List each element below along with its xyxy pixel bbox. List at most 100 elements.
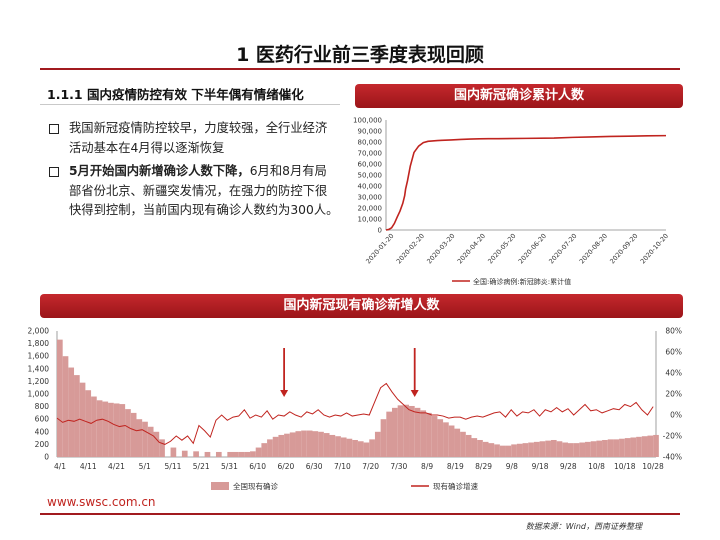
page-title: 1 医药行业前三季度表现回顾 (236, 44, 484, 66)
checkbox-bullet-icon (49, 124, 59, 134)
chart2-y-tick-label: 1,800 (28, 339, 50, 348)
chart2-bar (113, 403, 120, 457)
chart2-bar (85, 390, 92, 457)
chart1-legend-label: 全国:确诊病例:新冠肺炎:累计值 (473, 277, 571, 286)
bullet-text-2-rest: 6月和8月有局部省份北京、新疆突发情况，在强力的防控下很快得到控制，当前国内现有… (69, 164, 339, 217)
chart2-bar (340, 437, 347, 457)
chart2-bar (426, 412, 432, 457)
chart2-bar (335, 436, 341, 457)
chart2-bar (403, 404, 410, 457)
chart2-legend-line-label: 现有确诊增速 (433, 481, 478, 491)
chart2-bar (119, 404, 126, 457)
chart2-x-tick-label: 10/18 (614, 462, 636, 471)
chart2-x-tick-label: 6/30 (306, 462, 323, 471)
chart2-y-tick-label: 2,000 (28, 327, 50, 336)
chart2-bar (624, 438, 631, 457)
chart1-y-tick-label: 80,000 (358, 139, 383, 147)
chart2-bar (312, 431, 319, 457)
chart2-bar (448, 425, 455, 457)
chart1-y-tick-label: 30,000 (358, 194, 383, 202)
chart2-banner: 国内新冠现有确诊新增人数 (40, 294, 683, 318)
chart2-legend-bar-label: 全国现有确诊 (233, 481, 278, 491)
chart2-bar (539, 441, 546, 457)
chart2-bar (352, 439, 358, 457)
chart2-bar (318, 431, 324, 457)
chart2-y2-tick-label: 40% (665, 369, 682, 378)
chart2-x-tick-label: 10/8 (588, 462, 605, 471)
chart2-bar (437, 419, 444, 457)
chart2-x-tick-label: 7/30 (390, 462, 407, 471)
chart2-y-tick-label: 400 (35, 427, 50, 436)
chart2-y2-tick-label: -20% (663, 432, 682, 441)
chart2-bar (204, 451, 211, 457)
chart2-x-tick-label: 10/28 (642, 462, 664, 471)
chart1-banner: 国内新冠确诊累计人数 (355, 84, 683, 108)
chart2-bar (550, 439, 557, 457)
chart1-y-tick-label: 10,000 (358, 216, 383, 224)
chart2-bar (289, 432, 296, 457)
chart2-y-tick-label: 1,600 (28, 352, 50, 361)
chart2-bar (62, 356, 69, 457)
chart2-x-tick-label: 8/29 (475, 462, 492, 471)
chart2-bar (511, 444, 517, 457)
chart2-y-tick-label: 1,200 (28, 377, 50, 386)
chart2-bar (420, 410, 427, 457)
chart2-x-tick-label: 9/28 (560, 462, 577, 471)
chart2-bar (125, 409, 131, 457)
checkbox-bullet-icon (49, 167, 59, 177)
subtitle-divider (40, 104, 340, 105)
chart2-legend-bar-swatch (211, 482, 229, 490)
footer-url[interactable]: www.swsc.com.cn (47, 495, 156, 509)
chart2-x-tick-label: 7/20 (362, 462, 379, 471)
chart2-bar (505, 445, 512, 457)
chart2-bar (374, 431, 381, 457)
chart2-bar (159, 439, 165, 457)
chart2-bar (130, 412, 137, 457)
chart2-bar (431, 416, 438, 457)
chart2-y-tick-label: 600 (35, 415, 50, 424)
chart2-x-tick-label: 4/1 (54, 462, 66, 471)
chart2-bar (250, 451, 256, 457)
chart2-x-tick-label: 5/11 (165, 462, 182, 471)
chart2-y-tick-label: 200 (35, 440, 50, 449)
chart2-x-tick-label: 4/21 (108, 462, 125, 471)
chart2-bar (562, 442, 568, 457)
chart2-growth-line (56, 382, 654, 445)
chart2-bar (91, 396, 97, 457)
chart2-y-tick-label: 800 (35, 402, 50, 411)
chart2-x-tick-label: 8/9 (421, 462, 433, 471)
chart1-y-tick-label: 70,000 (358, 150, 383, 158)
chart2-bar (74, 375, 80, 457)
chart2-bar (329, 434, 336, 457)
chart2-bar (516, 443, 523, 457)
chart2-y2-tick-label: 80% (665, 327, 682, 336)
chart2-bar (363, 442, 370, 457)
chart2-bar (369, 439, 375, 457)
bullet-text-1: 我国新冠疫情防控较早，力度较强，全行业经济活动基本在4月得以逐渐恢复 (69, 121, 328, 155)
chart2-bar (641, 436, 648, 457)
chart2-bar (357, 441, 364, 457)
chart2-bar (391, 407, 398, 457)
chart2-x-tick-label: 5/21 (193, 462, 210, 471)
chart2-x-tick-label: 7/10 (334, 462, 351, 471)
chart2-bar (142, 421, 148, 457)
chart2-bar (227, 451, 234, 457)
chart2-bar (602, 439, 608, 457)
chart2-bar (272, 436, 279, 457)
chart2-y-tick-label: 1,000 (28, 390, 50, 399)
chart2-bar (556, 441, 563, 457)
chart1-y-tick-label: 100,000 (353, 117, 382, 125)
chart2-bar (68, 367, 75, 457)
chart2-bar (619, 438, 625, 457)
chart2-bar (244, 451, 251, 457)
chart2-bar (409, 405, 415, 457)
bullet-text-2: 5月开始国内新增确诊人数下降，6月和8月有局部省份北京、新疆突发情况，在强力的防… (69, 162, 339, 221)
chart2-bar (414, 407, 421, 457)
chart2-bar (636, 436, 642, 457)
chart2-bar (443, 422, 449, 457)
chart2-bar (545, 440, 551, 457)
chart2-y2-tick-label: 60% (665, 348, 682, 357)
chart2-bar (136, 419, 143, 457)
chart2-bar (96, 400, 103, 457)
chart2-bar (607, 439, 614, 457)
